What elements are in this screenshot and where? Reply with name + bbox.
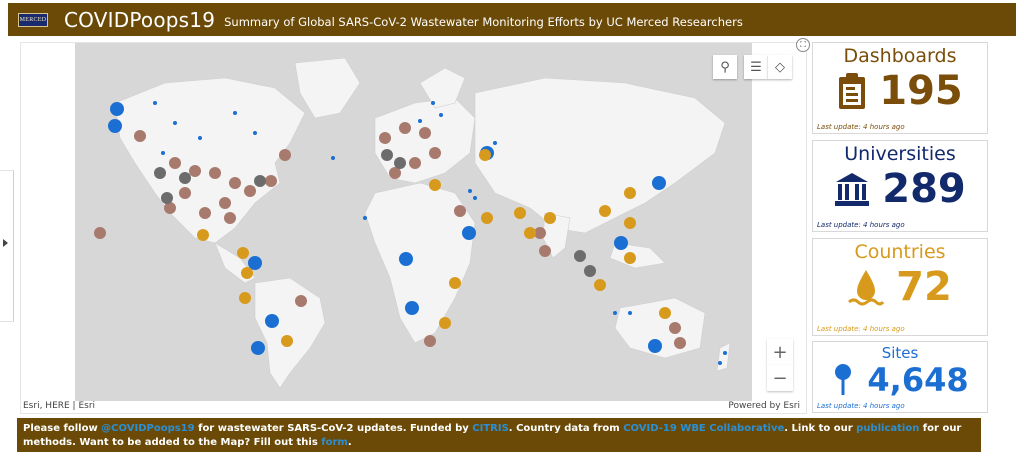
wbe-collaborative-link[interactable]: COVID-19 WBE Collaborative bbox=[623, 423, 785, 434]
countries-card: Countries 72 Last update: 4 hours ago bbox=[812, 238, 988, 336]
sites-last-update: Last update: 4 hours ago bbox=[817, 402, 905, 410]
countries-last-update: Last update: 4 hours ago bbox=[817, 325, 905, 333]
app-header: MERCED COVIDPoops19 Summary of Global SA… bbox=[8, 3, 1016, 36]
expand-panel-arrow-icon[interactable] bbox=[3, 239, 8, 247]
dashboards-card: Dashboards 195 Last update: 4 hours ago bbox=[812, 42, 988, 134]
search-button[interactable]: ⚲ bbox=[713, 55, 737, 79]
powered-by-esri[interactable]: Powered by Esri bbox=[728, 401, 800, 411]
universities-count: 289 bbox=[882, 166, 966, 212]
form-link[interactable]: form bbox=[321, 437, 348, 448]
dashboard-markers bbox=[94, 122, 686, 349]
footer-text: Please follow bbox=[23, 423, 102, 434]
uc-merced-logo: MERCED bbox=[18, 12, 48, 27]
country-markers bbox=[197, 149, 671, 347]
clipboard-icon bbox=[839, 73, 866, 109]
citris-link[interactable]: CITRIS bbox=[472, 423, 509, 434]
footer-text: for wastewater SARS-CoV-2 updates. Funde… bbox=[194, 423, 473, 434]
countries-title: Countries bbox=[854, 241, 946, 263]
map-attribution[interactable]: Esri, HERE | Esri bbox=[23, 401, 96, 411]
university-markers bbox=[108, 102, 666, 355]
dashboards-title: Dashboards bbox=[843, 45, 957, 67]
footer-text: for our methods. Want to be added to the… bbox=[23, 423, 962, 448]
legend-icon: ☰ bbox=[750, 59, 762, 75]
layers-icon: ◇ bbox=[775, 59, 785, 75]
footer-text: . Link to our bbox=[784, 423, 857, 434]
search-icon: ⚲ bbox=[720, 59, 730, 75]
app-subtitle: Summary of Global SARS-CoV-2 Wastewater … bbox=[224, 15, 743, 29]
dashboards-count: 195 bbox=[879, 68, 963, 114]
zoom-out-button[interactable]: − bbox=[767, 365, 793, 391]
zoom-in-button[interactable]: + bbox=[767, 339, 793, 365]
fullscreen-toggle-icon[interactable]: ⛶ bbox=[796, 38, 810, 52]
publication-link[interactable]: publication bbox=[856, 423, 920, 434]
twitter-link[interactable]: @COVIDPoops19 bbox=[101, 423, 195, 434]
map-view[interactable]: ⚲ ☰ ◇ + − Esri, HERE | Esri Powered by E… bbox=[20, 42, 807, 414]
university-icon bbox=[835, 173, 870, 206]
footer-text: . bbox=[347, 437, 352, 448]
pin-icon bbox=[835, 364, 852, 395]
water-drop-icon bbox=[848, 270, 885, 306]
footer-text: . Country data from bbox=[508, 423, 624, 434]
dashboards-last-update: Last update: 4 hours ago bbox=[817, 123, 905, 131]
sites-title: Sites bbox=[881, 344, 919, 362]
world-map[interactable] bbox=[75, 43, 752, 401]
layers-button[interactable]: ◇ bbox=[768, 55, 792, 79]
sites-count: 4,648 bbox=[867, 361, 969, 399]
map-markers[interactable] bbox=[75, 43, 752, 401]
app-title: COVIDPoops19 bbox=[64, 7, 216, 32]
universities-last-update: Last update: 4 hours ago bbox=[817, 221, 905, 229]
sites-card: Sites 4,648 Last update: 4 hours ago bbox=[812, 341, 988, 413]
universities-title: Universities bbox=[844, 143, 956, 165]
site-dots bbox=[153, 101, 727, 365]
footer-banner: Please follow @COVIDPoops19 for wastewat… bbox=[17, 418, 981, 452]
countries-count: 72 bbox=[896, 264, 952, 310]
legend-button[interactable]: ☰ bbox=[744, 55, 768, 79]
universities-card: Universities 289 Last update: 4 hours ag… bbox=[812, 140, 988, 232]
site-cluster-markers bbox=[154, 149, 596, 277]
